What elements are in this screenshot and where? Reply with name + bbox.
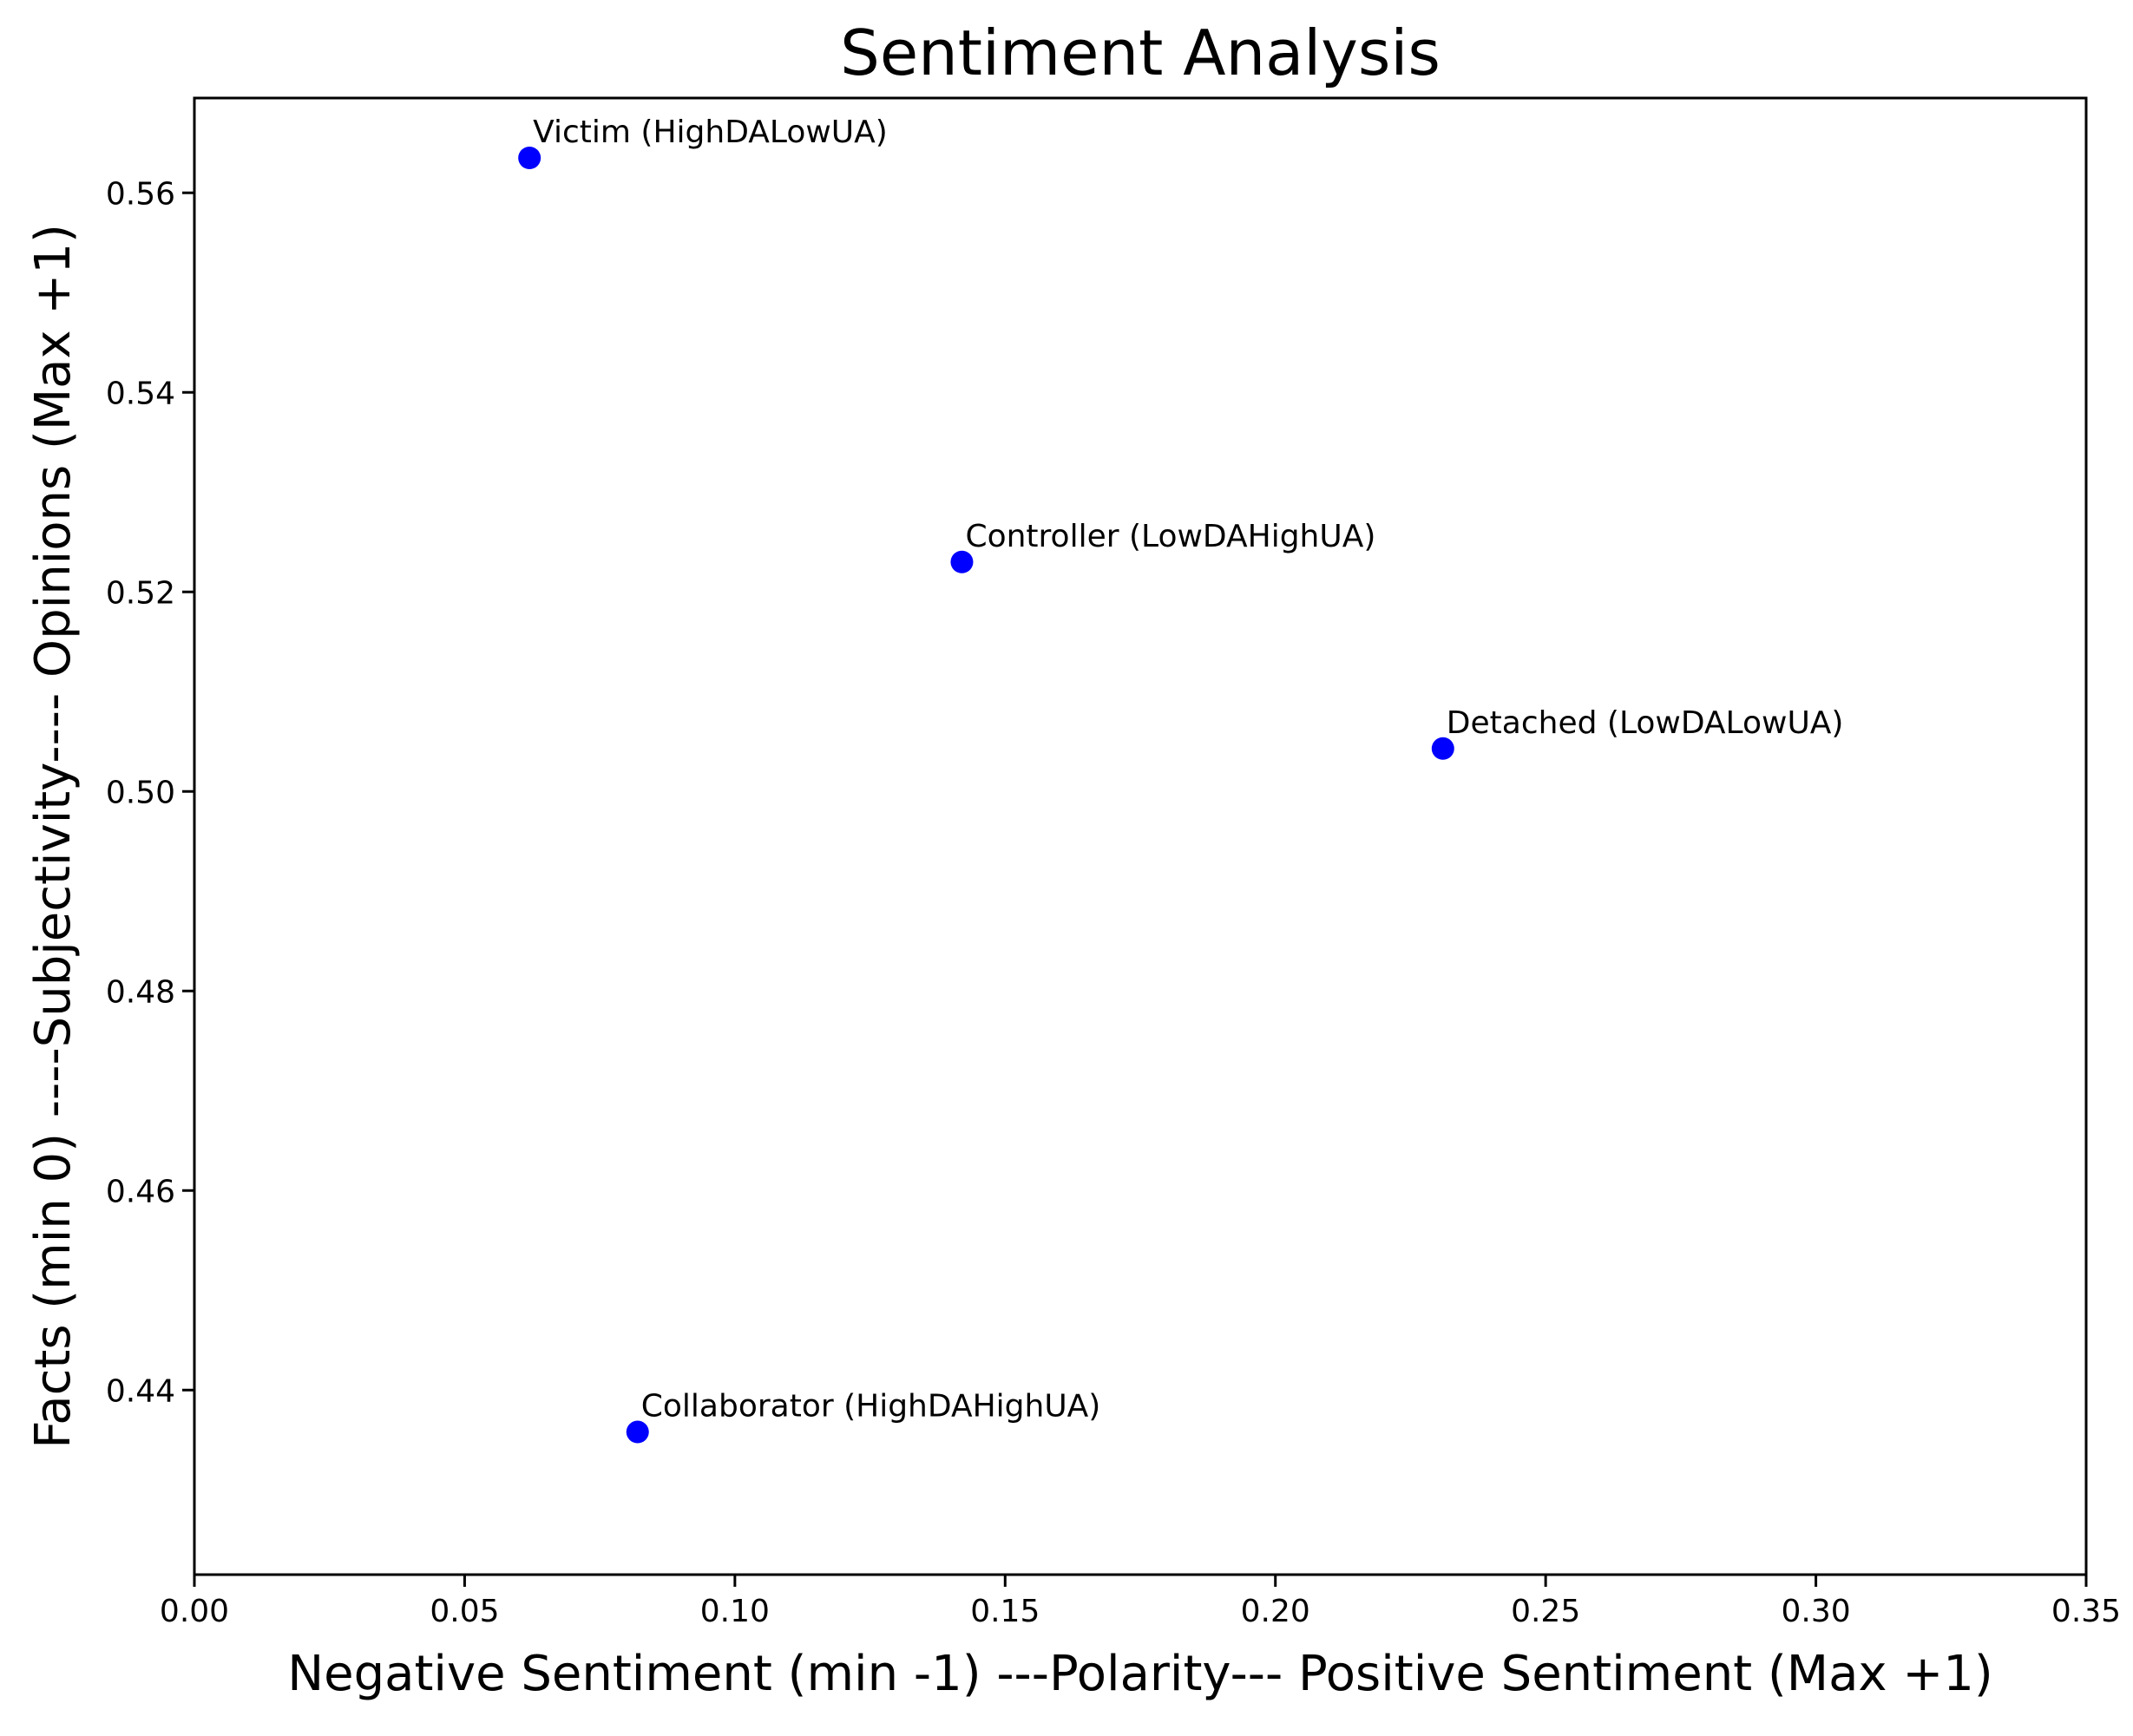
y-tick-label: 0.44 bbox=[106, 1373, 175, 1409]
data-point bbox=[950, 550, 974, 573]
y-tick-label: 0.48 bbox=[106, 974, 175, 1010]
y-axis-ticks: 0.44 0.46 0.48 0.50 0.52 0.54 0.56 bbox=[106, 176, 194, 1409]
y-tick-label: 0.54 bbox=[106, 376, 175, 411]
plot-area-frame bbox=[193, 96, 2088, 1576]
x-tick-label: 0.30 bbox=[1781, 1594, 1850, 1629]
x-tick-label: 0.25 bbox=[1511, 1594, 1580, 1629]
data-point-label: Detached (LowDALowUA) bbox=[1447, 705, 1844, 741]
x-tick-label: 0.10 bbox=[700, 1594, 770, 1629]
x-tick-label: 0.00 bbox=[160, 1594, 229, 1629]
y-tick-label: 0.56 bbox=[106, 176, 175, 212]
data-point-label: Controller (LowDAHighUA) bbox=[965, 519, 1375, 554]
data-point-label: Victim (HighDALowUA) bbox=[533, 115, 888, 150]
x-tick-label: 0.05 bbox=[430, 1594, 499, 1629]
x-tick-label: 0.20 bbox=[1241, 1594, 1310, 1629]
data-points: Victim (HighDALowUA) Controller (LowDAHig… bbox=[518, 115, 1843, 1444]
y-tick-label: 0.46 bbox=[106, 1174, 175, 1209]
x-axis-label: Negative Sentiment (min -1) ---Polarity-… bbox=[287, 1646, 1993, 1702]
x-tick-label: 0.15 bbox=[970, 1594, 1040, 1629]
y-axis-label: Facts (min 0) ----Subjectivity---- Opini… bbox=[25, 224, 82, 1449]
x-tick-label: 0.35 bbox=[2051, 1594, 2121, 1629]
data-point bbox=[518, 147, 541, 169]
chart-title: Sentiment Analysis bbox=[840, 16, 1441, 89]
data-point bbox=[1431, 737, 1454, 760]
y-tick-label: 0.50 bbox=[106, 775, 175, 810]
y-tick-label: 0.52 bbox=[106, 575, 175, 611]
x-axis-ticks: 0.00 0.05 0.10 0.15 0.20 0.25 0.30 0.35 bbox=[160, 1575, 2121, 1629]
data-point-label: Collaborator (HighDAHighUA) bbox=[641, 1389, 1101, 1425]
data-point bbox=[626, 1420, 649, 1444]
